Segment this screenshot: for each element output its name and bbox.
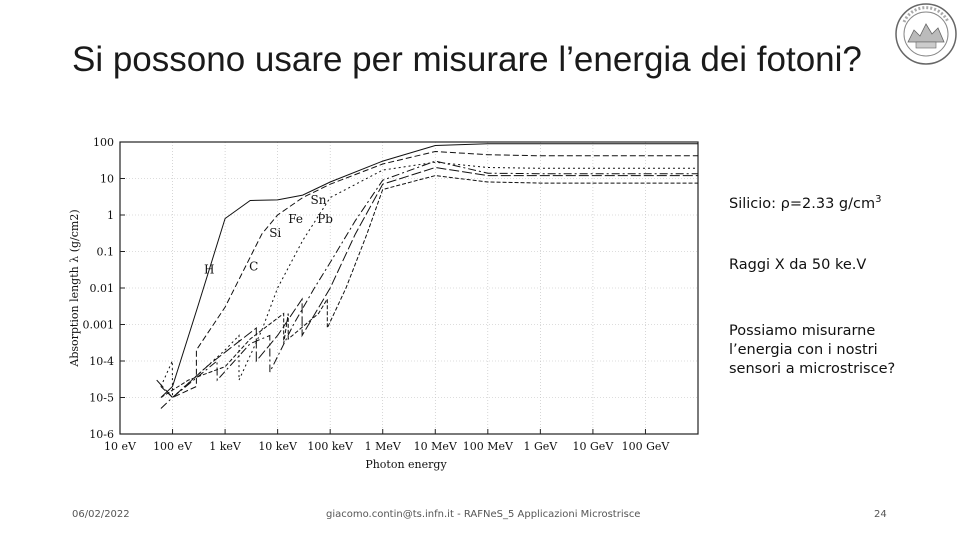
y-tick-label: 10 xyxy=(100,173,114,186)
series-line-h xyxy=(160,143,698,398)
x-tick-label: 100 keV xyxy=(307,440,354,453)
silicon-density-exponent: 3 xyxy=(875,194,882,205)
curve-label-h: H xyxy=(204,262,214,276)
curve-label-pb: Pb xyxy=(317,212,333,226)
y-tick-label: 1 xyxy=(107,209,114,222)
silicon-density-text: Silicio: ρ=2.33 g/cm3 xyxy=(729,190,881,214)
series-line-pb xyxy=(160,175,698,398)
question-text: Possiamo misurarne l’energia con i nostr… xyxy=(729,323,896,377)
curve-label-fe: Fe xyxy=(288,212,303,226)
chart-axis-ticks: 10 eV 100 eV 1 keV 10 keV 100 keV 1 MeV 10 MeV… xyxy=(83,136,671,453)
slide-number: 24 xyxy=(874,509,887,520)
x-tick-label: 10 GeV xyxy=(573,440,615,453)
curve-label-c: C xyxy=(249,260,258,274)
footer-center-text: giacomo.contin@ts.infn.it - RAFNeS_5 App… xyxy=(326,509,641,520)
x-tick-label: 100 GeV xyxy=(622,440,671,453)
y-tick-label: 100 xyxy=(93,136,114,149)
y-tick-label: 0.01 xyxy=(90,282,115,295)
chart-series xyxy=(156,143,698,409)
curve-label-si: Si xyxy=(269,226,281,240)
y-tick-label: 0.001 xyxy=(83,319,115,332)
series-line-si xyxy=(160,161,698,399)
x-tick-label: 1 keV xyxy=(209,440,242,453)
x-tick-label: 100 eV xyxy=(153,440,193,453)
x-tick-label: 1 GeV xyxy=(523,440,558,453)
x-axis-label: Photon energy xyxy=(365,458,447,471)
curve-label-sn: Sn xyxy=(311,193,327,207)
y-tick-label: 10-6 xyxy=(89,428,114,441)
y-axis-label: Absorption length λ (g/cm2) xyxy=(68,209,81,367)
absorption-length-chart: 10 eV 100 eV 1 keV 10 keV 100 keV 1 MeV 10 MeV… xyxy=(68,136,699,471)
series-line-fe xyxy=(160,160,698,409)
x-tick-label: 1 MeV xyxy=(365,440,402,453)
silicon-prefix: Silicio: xyxy=(729,195,781,212)
y-tick-label: 10-4 xyxy=(89,355,114,368)
series-line-c xyxy=(160,150,698,399)
silicon-density: ρ=2.33 g/cm xyxy=(780,195,876,212)
chart-grid xyxy=(119,141,699,435)
xray-energy-text: Raggi X da 50 ke.V xyxy=(729,257,867,273)
x-tick-label: 10 MeV xyxy=(414,440,458,453)
x-tick-label: 10 eV xyxy=(104,440,137,453)
chart-curve-labels: H C Si Fe Pb Sn xyxy=(204,193,333,276)
x-tick-label: 100 MeV xyxy=(463,440,514,453)
x-tick-label: 10 keV xyxy=(258,440,298,453)
university-seal-logo xyxy=(895,3,957,65)
slide-title: Si possono usare per misurare l’energia … xyxy=(72,40,862,79)
series-line-sn xyxy=(156,166,698,399)
y-tick-label: 0.1 xyxy=(97,246,115,259)
y-tick-label: 10-5 xyxy=(89,392,114,405)
footer-date: 06/02/2022 xyxy=(72,509,130,520)
